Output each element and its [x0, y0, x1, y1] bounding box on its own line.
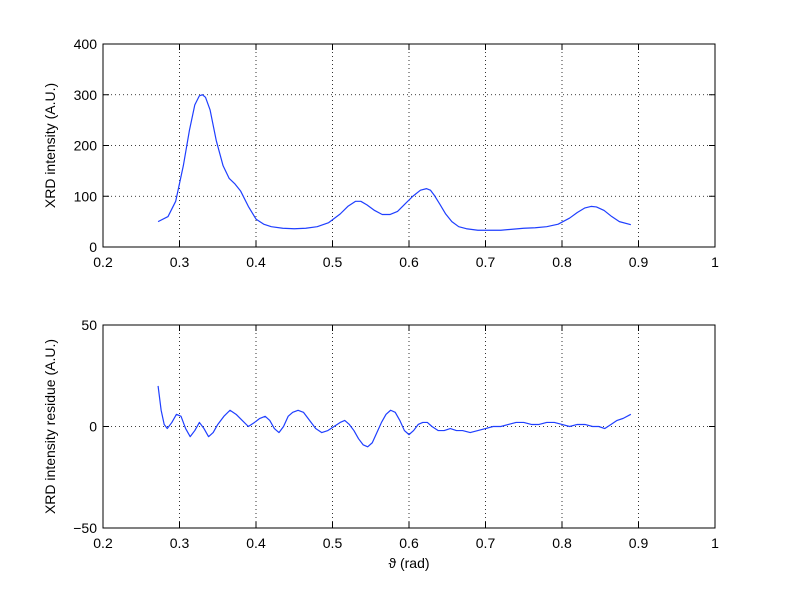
x-tick-label: 0.9 — [629, 535, 649, 551]
x-tick-label: 0.5 — [323, 254, 343, 270]
x-tick-label: 0.3 — [170, 254, 190, 270]
x-tick-label: 0.9 — [629, 254, 649, 270]
x-tick-label: 0.2 — [93, 254, 113, 270]
y-tick-label: 0 — [89, 239, 97, 255]
y-axis-label: XRD intensity (A.U.) — [42, 83, 58, 208]
x-tick-label: 0.8 — [552, 254, 572, 270]
x-tick-label: 1 — [711, 254, 719, 270]
plot-area — [103, 325, 715, 528]
top-plot-panel: 0.2 0.3 0.4 0.5 0.6 0.7 0.8 0.9 1 0 100 200 300 400 XR… — [42, 36, 719, 270]
y-tick-label: 50 — [81, 317, 97, 333]
y-tick-label: 0 — [89, 419, 97, 435]
y-tick-label: 300 — [74, 87, 98, 103]
x-tick-label: 0.6 — [399, 535, 419, 551]
y-axis-label: XRD intensity residue (A.U.) — [42, 339, 58, 514]
y-tick-label: −50 — [73, 520, 97, 536]
series-line — [157, 94, 632, 231]
y-tick-label: 200 — [74, 138, 98, 154]
y-tick-label: 100 — [74, 188, 98, 204]
x-axis-label: ϑ (rad) — [388, 555, 429, 571]
x-tick-label: 0.7 — [476, 254, 496, 270]
series-line — [157, 385, 632, 448]
plot-area — [103, 44, 715, 247]
x-tick-label: 0.8 — [552, 535, 572, 551]
x-tick-label: 0.5 — [323, 535, 343, 551]
x-tick-label: 0.2 — [93, 535, 113, 551]
bottom-plot-panel: 0.2 0.3 0.4 0.5 0.6 0.7 0.8 0.9 1 −50 0 50 XRD inten… — [42, 317, 719, 571]
y-tick-label: 400 — [74, 36, 98, 52]
x-tick-label: 0.4 — [246, 535, 266, 551]
x-tick-label: 0.3 — [170, 535, 190, 551]
x-tick-label: 0.7 — [476, 535, 496, 551]
x-tick-label: 0.6 — [399, 254, 419, 270]
x-tick-label: 1 — [711, 535, 719, 551]
x-tick-label: 0.4 — [246, 254, 266, 270]
